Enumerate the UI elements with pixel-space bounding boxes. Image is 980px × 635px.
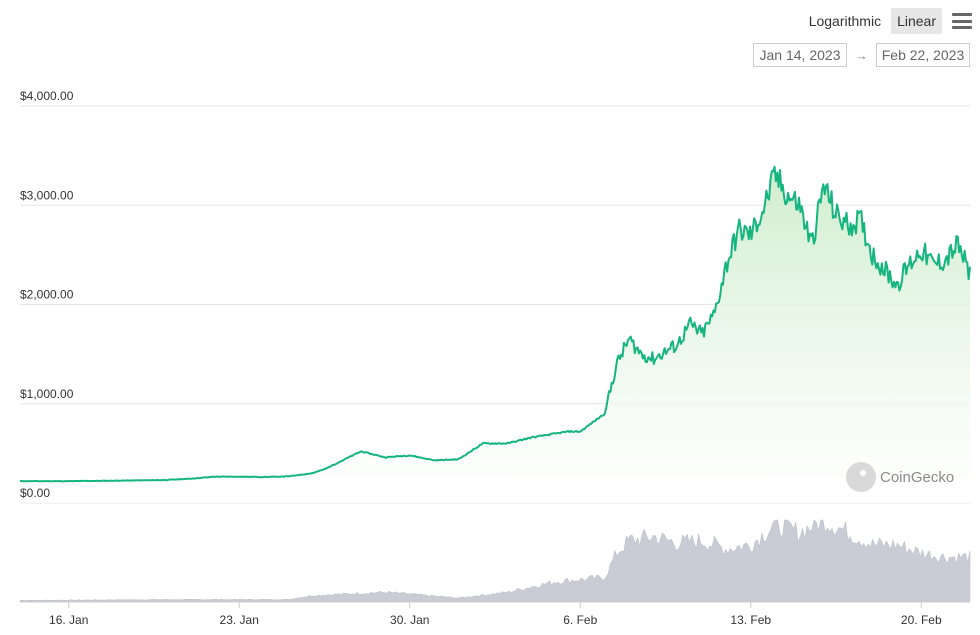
y-tick-label: $0.00 — [20, 486, 50, 500]
volume-bars — [19, 519, 971, 603]
watermark-text: CoinGecko — [880, 468, 955, 486]
y-tick-label: $3,000.00 — [20, 188, 74, 202]
x-axis: 16. Jan 23. Jan 30. Jan 6. Feb 13. Feb 20. Fe… — [20, 601, 970, 627]
date-range: Jan 14, 2023 → Feb 22, 2023 — [753, 43, 970, 67]
x-tick-label: 13. Feb — [730, 613, 771, 627]
linear-button[interactable]: Linear — [891, 8, 942, 34]
y-tick-label: $2,000.00 — [20, 288, 74, 302]
y-tick-label: $4,000.00 — [20, 89, 74, 103]
date-from-input[interactable]: Jan 14, 2023 — [753, 43, 847, 67]
chart-toolbar: Logarithmic Linear — [803, 8, 972, 34]
coingecko-watermark: CoinGecko — [846, 462, 954, 492]
x-tick-label: 30. Jan — [390, 613, 429, 627]
x-tick-label: 20. Feb — [901, 613, 942, 627]
hamburger-menu-icon[interactable] — [952, 13, 972, 29]
x-tick-label: 16. Jan — [49, 613, 88, 627]
volume-area — [19, 519, 971, 603]
price-area-fill — [20, 166, 970, 504]
logarithmic-button[interactable]: Logarithmic — [808, 13, 882, 29]
y-axis: $0.00 $1,000.00 $2,000.00 $3,000.00 $4,000.0… — [20, 89, 74, 500]
x-tick-label: 23. Jan — [220, 613, 259, 627]
y-tick-label: $1,000.00 — [20, 387, 74, 401]
price-line — [19, 165, 971, 483]
date-to-input[interactable]: Feb 22, 2023 — [876, 43, 970, 67]
coingecko-logo-icon — [846, 462, 876, 492]
x-tick-label: 6. Feb — [563, 613, 597, 627]
arrow-right-icon: → — [855, 47, 868, 63]
price-area — [19, 165, 971, 504]
